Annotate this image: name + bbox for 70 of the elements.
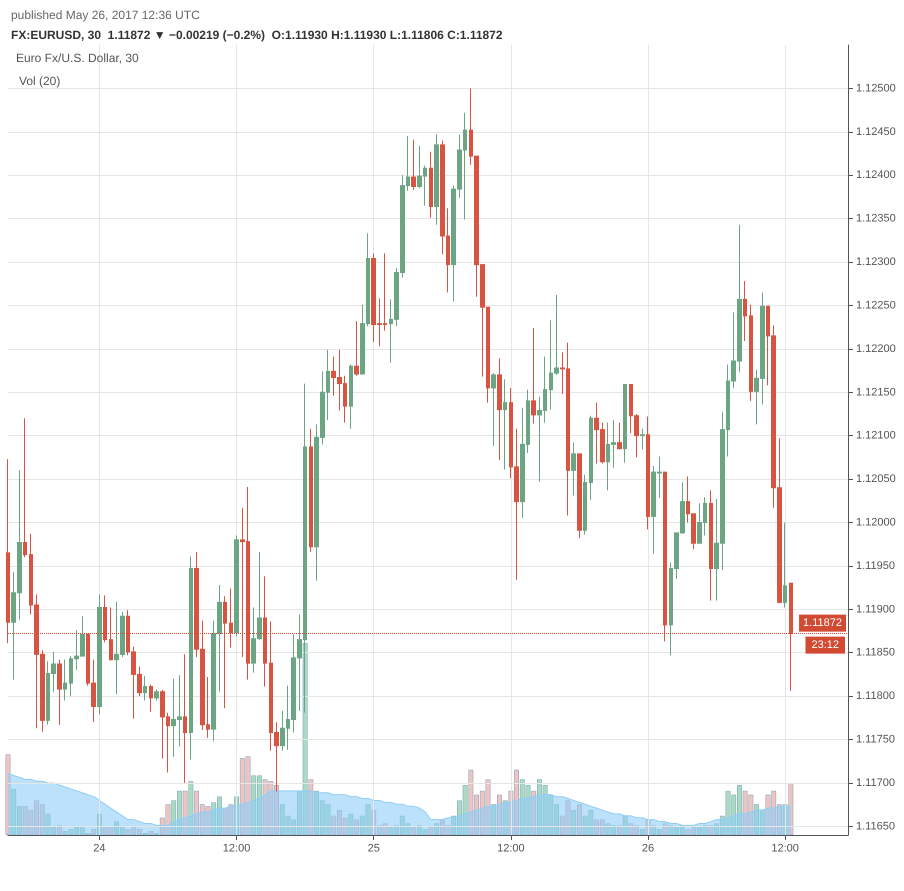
x-tick-label: 24 (93, 842, 106, 854)
y-tick-label: 1.11950 (856, 560, 895, 572)
candlestick (617, 422, 622, 450)
candlestick (143, 676, 147, 701)
candlestick (183, 654, 187, 784)
candlestick (103, 594, 107, 643)
y-tick-label: 1.12250 (856, 299, 896, 312)
y-tick-label: 1.12500 (856, 82, 896, 94)
annotation: Euro Fx/U.S. Dollar, 30 (16, 51, 140, 65)
annotation: 23:12 (811, 639, 840, 652)
candlestick (429, 151, 433, 218)
candlestick (783, 522, 787, 608)
candlestick (23, 418, 27, 558)
candlestick (97, 594, 102, 715)
candlestick (309, 428, 313, 552)
y-tick-label: 1.12350 (856, 212, 896, 225)
x-tick-label: 12:00 (771, 842, 799, 854)
y-tick-label: 1.12000 (856, 516, 896, 528)
candlestick (63, 659, 67, 701)
candlestick (640, 428, 645, 450)
y-tick-label: 1.12150 (856, 386, 896, 398)
candlestick (354, 320, 359, 376)
candlestick (491, 372, 496, 447)
candlestick (503, 378, 507, 470)
candlestick (789, 582, 793, 692)
candlestick (6, 458, 10, 644)
y-tick-label: 1.12050 (856, 473, 896, 486)
candlestick (571, 442, 576, 496)
y-tick-label: 1.12200 (856, 342, 896, 355)
y-tick-label: 1.12100 (856, 430, 896, 442)
candlestick (531, 328, 536, 424)
candlestick (223, 596, 227, 709)
candlestick (646, 416, 650, 530)
candlestick (57, 659, 62, 726)
candlestick (154, 688, 159, 701)
candlestick (743, 280, 747, 342)
y-tick-label: 1.12400 (856, 169, 896, 182)
x-tick-label: 25 (368, 842, 380, 854)
candlestick (749, 304, 753, 402)
candlestick (411, 139, 416, 190)
candlestick (349, 364, 353, 430)
y-tick-label: 1.11900 (856, 603, 895, 616)
ref-line-label: 1.11872 (803, 617, 842, 630)
candlestick (234, 534, 239, 637)
chart-title: FX:EURUSD, 30 1.11872 ▼ −0.00219 (−0.2%) O:1.11930 H:1.11930 L:1.11806 C:1.11872 (11, 28, 503, 42)
candlestick (497, 358, 502, 460)
candlestick (577, 453, 582, 539)
y-tick-label: 1.11750 (856, 734, 895, 746)
candlestick (583, 474, 587, 536)
y-tick-label: 1.12300 (856, 256, 896, 268)
x-tick-label: 12:00 (497, 842, 525, 854)
candlestick (263, 576, 267, 688)
candlestick (709, 490, 713, 602)
candlestick (623, 384, 627, 464)
candlestick (189, 556, 193, 760)
y-tick-label: 1.11650 (856, 820, 895, 832)
candlestick (109, 607, 113, 662)
y-tick-label: 1.12450 (856, 126, 896, 138)
candlestick (589, 415, 593, 500)
x-tick-label: 26 (642, 842, 654, 854)
chart-title: Vol (20) (19, 74, 60, 88)
candlestick (663, 472, 667, 642)
candlestick (149, 684, 153, 712)
chart-subtitle: published May 26, 2017 12:36 UTC (11, 8, 200, 22)
y-tick-label: 1.11700 (856, 776, 895, 789)
y-tick-label: 1.11800 (856, 690, 895, 702)
candlestick (229, 588, 233, 648)
x-tick-label: 12:00 (222, 842, 250, 854)
y-tick-label: 1.11850 (856, 646, 895, 659)
candlestick (434, 134, 439, 226)
